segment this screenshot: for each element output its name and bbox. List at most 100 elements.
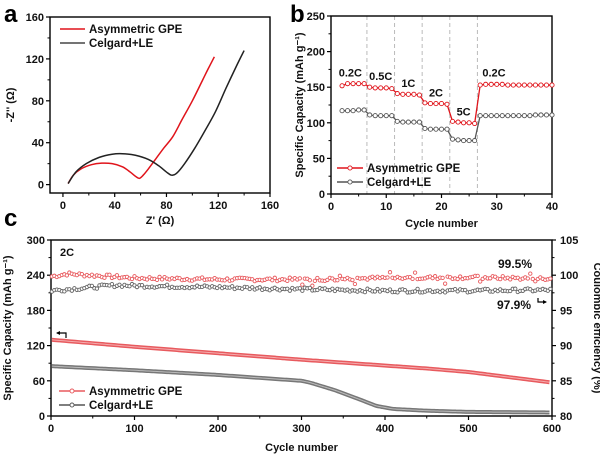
data-point-asymmetric-gpe bbox=[538, 82, 544, 88]
data-point-celgard-ce bbox=[287, 288, 292, 293]
data-point-asymmetric-gpe bbox=[422, 100, 428, 106]
data-point-asymmetric-gpe bbox=[499, 81, 505, 87]
legend-label-asymmetric-gpe: Asymmetric GPE bbox=[89, 386, 183, 398]
data-point-gpe-ce bbox=[352, 281, 358, 287]
data-point-celgard-le bbox=[378, 113, 384, 119]
x-tick-label: 10 bbox=[380, 201, 392, 213]
plot-frame bbox=[49, 16, 271, 194]
data-point-asymmetric-gpe bbox=[466, 120, 472, 126]
x-tick-label: 160 bbox=[261, 200, 279, 212]
y-tick-label: 0 bbox=[319, 189, 325, 201]
y-tick-label: 250 bbox=[307, 11, 325, 23]
y-tick-label: 160 bbox=[26, 12, 44, 24]
data-point-celgard-le bbox=[444, 126, 450, 132]
data-point-gpe-ce bbox=[478, 279, 483, 284]
data-point-gpe-ce bbox=[475, 273, 480, 279]
data-point-gpe-ce bbox=[154, 277, 160, 283]
data-point-celgard-ce bbox=[300, 288, 305, 293]
panel-letter-b: b bbox=[290, 1, 305, 28]
data-point-asymmetric-gpe bbox=[350, 81, 356, 87]
series-band-highlight-celgard-capacity bbox=[51, 365, 550, 413]
data-point-asymmetric-gpe bbox=[345, 81, 351, 87]
data-point-asymmetric-gpe bbox=[400, 91, 406, 97]
data-point-gpe-ce bbox=[440, 275, 445, 281]
data-point-gpe-ce bbox=[548, 276, 553, 281]
data-point-asymmetric-gpe bbox=[361, 81, 367, 87]
data-point-gpe-ce bbox=[457, 274, 463, 279]
data-point-celgard-le bbox=[466, 138, 472, 144]
data-point-gpe-ce bbox=[307, 278, 312, 283]
data-point-celgard-ce bbox=[89, 283, 95, 289]
data-point-celgard-ce bbox=[485, 286, 490, 292]
y2-tick-label: 90 bbox=[560, 341, 572, 353]
data-point-celgard-le bbox=[477, 113, 483, 119]
data-point-asymmetric-gpe bbox=[372, 85, 378, 91]
data-point-asymmetric-gpe bbox=[416, 92, 422, 98]
panel-letter-a: a bbox=[4, 1, 18, 28]
legend: Asymmetric GPE Celgard+LE bbox=[60, 24, 183, 50]
data-point-gpe-ce bbox=[157, 274, 162, 280]
series-band-highlight-gpe-capacity bbox=[51, 339, 550, 383]
data-point-gpe-ce bbox=[337, 273, 343, 278]
legend: Asymmetric GPE Celgard+LE bbox=[59, 386, 183, 412]
x-axis-title: Cycle number bbox=[405, 218, 478, 230]
legend-marker-asymmetric-gpe bbox=[347, 165, 353, 171]
y2-tick-label: 100 bbox=[560, 270, 578, 282]
data-point-celgard-le bbox=[400, 119, 406, 125]
data-point-asymmetric-gpe bbox=[477, 82, 483, 88]
data-point-asymmetric-gpe bbox=[389, 86, 395, 92]
x-tick-label: 100 bbox=[125, 423, 143, 435]
y2-tick-label: 95 bbox=[560, 305, 572, 317]
data-point-asymmetric-gpe bbox=[367, 84, 373, 90]
x-tick-label: 120 bbox=[209, 200, 227, 212]
x-tick-label: 20 bbox=[435, 201, 447, 213]
data-point-gpe-ce bbox=[500, 274, 505, 279]
data-point-celgard-le bbox=[461, 138, 467, 144]
data-point-celgard-le bbox=[433, 126, 439, 132]
panel-a-chart: 0 40 80 120 160 0 40 80 120 160 Asymmetric GPE Celg… bbox=[5, 12, 279, 227]
data-point-celgard-le bbox=[438, 126, 445, 132]
data-point-celgard-ce bbox=[372, 289, 378, 294]
data-point-celgard-le bbox=[455, 137, 461, 143]
y-tick-label: 40 bbox=[32, 138, 44, 150]
data-point-celgard-le bbox=[345, 108, 351, 114]
data-point-celgard-ce bbox=[164, 282, 170, 287]
series-gpe-ce bbox=[49, 270, 553, 288]
data-point-asymmetric-gpe bbox=[527, 82, 533, 88]
data-point-celgard-le bbox=[549, 112, 555, 118]
series-celgard-capacity bbox=[51, 364, 550, 415]
data-point-celgard-le bbox=[372, 113, 378, 119]
data-point-celgard-ce bbox=[395, 290, 400, 295]
x-tick-label: 0 bbox=[60, 200, 66, 212]
data-point-celgard-ce bbox=[375, 286, 380, 292]
data-point-gpe-ce bbox=[350, 277, 355, 283]
data-point-celgard-ce bbox=[548, 286, 553, 292]
data-point-celgard-ce bbox=[513, 286, 518, 291]
data-point-celgard-ce bbox=[94, 286, 100, 291]
data-point-celgard-ce bbox=[415, 286, 420, 292]
data-point-gpe-ce bbox=[312, 278, 318, 284]
data-point-gpe-ce bbox=[107, 272, 112, 277]
panel-b-chart: 0 10 20 30 40 0 50 100 150 200 250 0.2C 0.5C 1C 2C 5C 0.… bbox=[294, 11, 558, 230]
data-point-gpe-ce bbox=[385, 275, 390, 280]
data-point-celgard-le bbox=[543, 112, 550, 118]
data-point-gpe-ce bbox=[159, 277, 165, 282]
data-point-celgard-ce bbox=[297, 286, 302, 291]
legend-label-celgard-le: Celgard+LE bbox=[89, 38, 154, 50]
y-tick-label: 180 bbox=[27, 305, 45, 317]
data-point-celgard-ce bbox=[452, 286, 458, 292]
data-point-gpe-ce bbox=[525, 276, 530, 281]
data-point-gpe-ce bbox=[530, 276, 535, 282]
y-axis-title: Specific Capacity (mAh g⁻¹) bbox=[294, 32, 306, 178]
data-point-asymmetric-gpe bbox=[411, 91, 417, 97]
y2-tick-label: 80 bbox=[560, 411, 572, 423]
data-point-asymmetric-gpe bbox=[543, 82, 550, 88]
data-point-celgard-ce bbox=[412, 289, 418, 294]
data-point-celgard-le bbox=[538, 112, 544, 118]
data-point-celgard-le bbox=[510, 113, 516, 119]
data-point-celgard-le bbox=[405, 119, 411, 125]
x-tick-label: 40 bbox=[546, 201, 558, 213]
y2-tick-label: 105 bbox=[560, 235, 578, 247]
data-point-celgard-ce bbox=[109, 281, 115, 287]
data-point-gpe-ce bbox=[270, 278, 275, 283]
